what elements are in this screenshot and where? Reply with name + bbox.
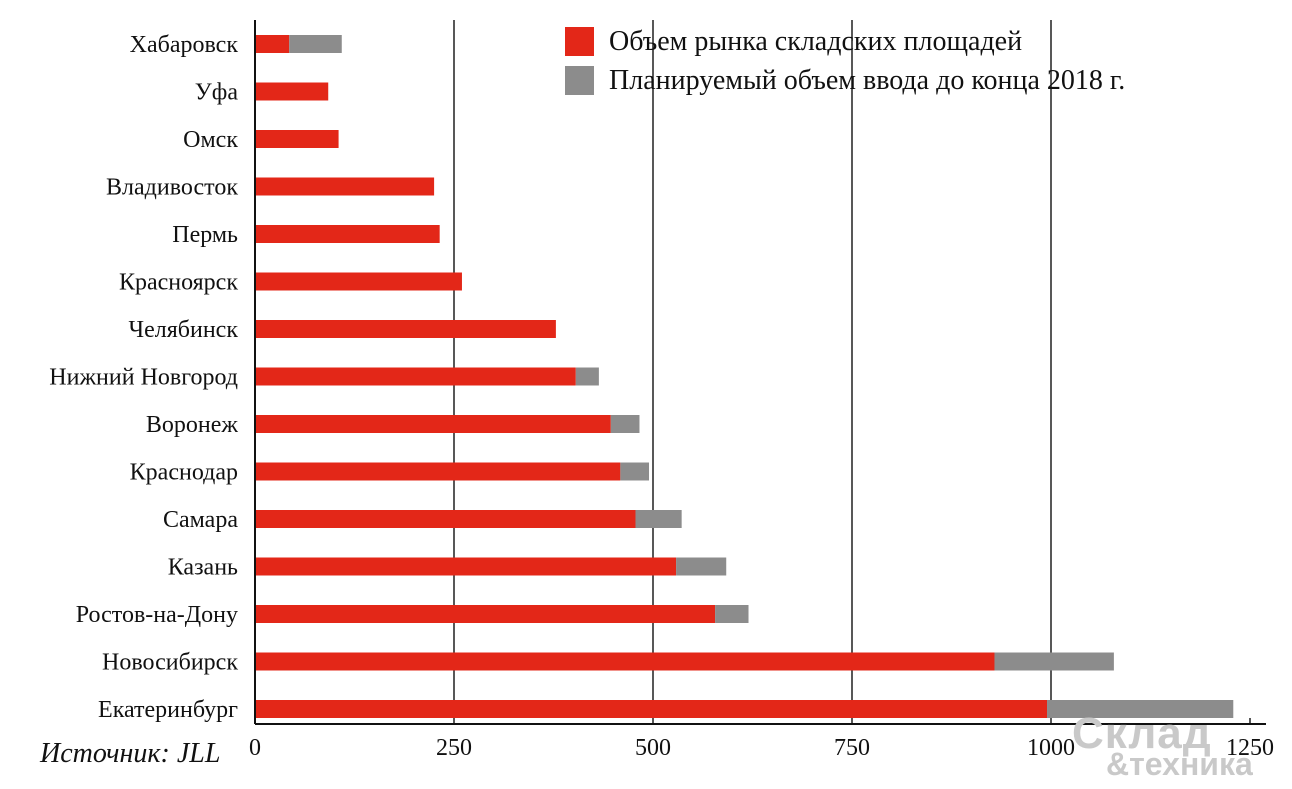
bar-market	[255, 557, 677, 576]
category-label: Красноярск	[119, 270, 238, 296]
x-tick-label: 250	[436, 735, 472, 761]
category-label: Самара	[163, 507, 238, 533]
category-label: Уфа	[195, 80, 239, 106]
category-label: Челябинск	[129, 317, 239, 343]
bar-market	[255, 652, 995, 671]
category-label: Воронеж	[146, 412, 239, 438]
bar-market	[255, 510, 636, 528]
category-label: Нижний Новгород	[49, 365, 238, 391]
x-tick-label: 500	[635, 735, 671, 761]
x-tick-label: 0	[249, 735, 261, 761]
bar-planned	[289, 35, 342, 53]
bars	[255, 35, 1234, 718]
bar-market	[255, 700, 1048, 718]
category-label: Хабаровск	[130, 32, 239, 58]
bar-market	[255, 35, 290, 53]
category-label: Владивосток	[106, 175, 238, 201]
category-labels: Хабаровск Уфа Омск Владивосток Пермь Краснояр…	[49, 32, 238, 723]
bar-planned	[994, 652, 1114, 671]
category-label: Новосибирск	[102, 650, 238, 676]
legend-swatch-planned	[565, 66, 594, 95]
category-label: Краснодар	[130, 460, 238, 486]
bar-planned	[620, 462, 650, 481]
bar-market	[255, 320, 556, 338]
bar-planned	[610, 415, 640, 433]
bar-market	[255, 82, 329, 101]
bar-market	[255, 462, 621, 481]
bar-market	[255, 177, 435, 196]
bar-market	[255, 130, 339, 148]
category-label: Ростов-на-Дону	[76, 602, 238, 628]
watermark-line-1: Склад	[1072, 709, 1212, 758]
x-tick-label: 1000	[1027, 735, 1075, 761]
bar-planned	[1047, 700, 1234, 718]
bar-planned	[575, 367, 599, 386]
axes	[254, 20, 1266, 725]
bar-market	[255, 605, 716, 623]
category-label: Екатеринбург	[98, 697, 238, 723]
bar-planned	[635, 510, 682, 528]
bar-planned	[715, 605, 749, 623]
x-tick-label: 750	[834, 735, 870, 761]
category-label: Казань	[168, 555, 238, 581]
category-label: Омск	[183, 127, 238, 153]
bar-market	[255, 272, 462, 291]
source-note: Источник: JLL	[40, 738, 221, 769]
x-tick-label: 1250	[1226, 735, 1274, 761]
bar-market	[255, 225, 440, 243]
legend: Объем рынка складских площадей Планируем…	[565, 26, 1125, 96]
bar-planned	[676, 557, 727, 576]
watermark-logo: Склад &техника	[1072, 709, 1253, 782]
watermark-line-2: &техника	[1106, 746, 1253, 782]
bar-market	[255, 415, 611, 433]
legend-label-market: Объем рынка складских площадей	[609, 26, 1022, 57]
legend-swatch-market	[565, 27, 594, 56]
category-label: Пермь	[172, 222, 238, 248]
legend-label-planned: Планируемый объем ввода до конца 2018 г.	[609, 65, 1125, 96]
x-tick-labels: 0 250 500 750 1000 1250	[249, 735, 1274, 761]
bar-market	[255, 367, 576, 386]
